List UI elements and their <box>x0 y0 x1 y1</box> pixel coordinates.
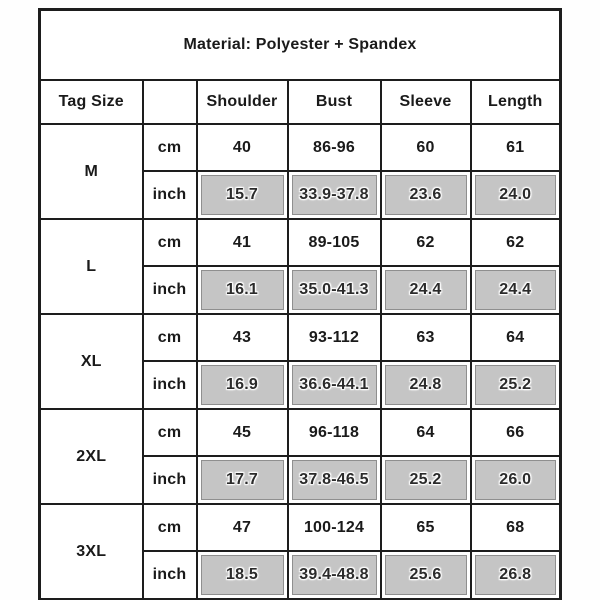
cell-xl-sleeve-inch: 24.8 <box>379 360 472 410</box>
unit-label-cm: cm <box>141 123 198 172</box>
material-row: Material: Polyester + Spandex <box>38 8 562 81</box>
cell-l-sleeve-inch: 24.4 <box>379 265 472 315</box>
col-header-unit <box>141 79 198 125</box>
shaded-value: 26.8 <box>474 555 557 595</box>
cell-l-bust-inch: 35.0-41.3 <box>286 265 382 315</box>
size-label-2xl: 2XL <box>38 408 144 505</box>
size-label-l: L <box>38 218 144 315</box>
cell-m-sleeve-inch: 23.6 <box>379 170 472 220</box>
shaded-value: 24.0 <box>474 175 557 215</box>
cell-3xl-bust-cm: 100-124 <box>286 503 382 552</box>
shaded-value: 18.5 <box>200 555 284 595</box>
cell-m-sleeve-cm: 60 <box>379 123 472 172</box>
shaded-value: 16.9 <box>200 365 284 405</box>
cell-3xl-sleeve-cm: 65 <box>379 503 472 552</box>
cell-l-shoulder-cm: 41 <box>195 218 289 267</box>
size-label-m: M <box>38 123 144 220</box>
size-chart-table: Material: Polyester + Spandex Tag Size S… <box>38 8 563 600</box>
cell-2xl-sleeve-inch: 25.2 <box>379 455 472 505</box>
table-row-3xl-cm: 3XL cm 47 100-124 65 68 <box>38 503 562 600</box>
unit-label-cm: cm <box>141 503 198 552</box>
cell-2xl-sleeve-cm: 64 <box>379 408 472 457</box>
cell-3xl-shoulder-inch: 18.5 <box>195 550 289 600</box>
cell-2xl-length-cm: 66 <box>469 408 562 457</box>
shaded-value: 35.0-41.3 <box>291 270 377 310</box>
cell-2xl-bust-inch: 37.8-46.5 <box>286 455 382 505</box>
cell-xl-shoulder-inch: 16.9 <box>195 360 289 410</box>
unit-label-inch: inch <box>141 455 198 505</box>
cell-3xl-sleeve-inch: 25.6 <box>379 550 472 600</box>
cell-xl-bust-inch: 36.6-44.1 <box>286 360 382 410</box>
shaded-value: 15.7 <box>200 175 284 215</box>
cell-l-length-cm: 62 <box>469 218 562 267</box>
table-row-2xl-cm: 2XL cm 45 96-118 64 66 <box>38 408 562 505</box>
cell-3xl-shoulder-cm: 47 <box>195 503 289 552</box>
shaded-value: 26.0 <box>474 460 557 500</box>
cell-l-sleeve-cm: 62 <box>379 218 472 267</box>
cell-3xl-length-inch: 26.8 <box>469 550 562 600</box>
table-row-xl-cm: XL cm 43 93-112 63 64 <box>38 313 562 410</box>
shaded-value: 23.6 <box>384 175 467 215</box>
table-row-l-cm: L cm 41 89-105 62 62 <box>38 218 562 315</box>
col-header-shoulder: Shoulder <box>195 79 289 125</box>
col-header-tag-size: Tag Size <box>38 79 144 125</box>
table-row-xl-inch: inch 16.9 36.6-44.1 24.8 25.2 <box>40 360 562 410</box>
unit-label-inch: inch <box>141 265 198 315</box>
unit-label-inch: inch <box>141 360 198 410</box>
cell-2xl-bust-cm: 96-118 <box>286 408 382 457</box>
shaded-value: 37.8-46.5 <box>291 460 377 500</box>
col-header-sleeve: Sleeve <box>379 79 472 125</box>
table-row-2xl-inch: inch 17.7 37.8-46.5 25.2 26.0 <box>40 455 562 505</box>
cell-m-length-cm: 61 <box>469 123 562 172</box>
unit-label-cm: cm <box>141 408 198 457</box>
material-header: Material: Polyester + Spandex <box>38 8 562 81</box>
unit-label-inch: inch <box>141 170 198 220</box>
table-row-m-inch: inch 15.7 33.9-37.8 23.6 24.0 <box>40 170 562 220</box>
shaded-value: 24.4 <box>384 270 467 310</box>
cell-m-bust-inch: 33.9-37.8 <box>286 170 382 220</box>
cell-3xl-bust-inch: 39.4-48.8 <box>286 550 382 600</box>
column-header-row: Tag Size Shoulder Bust Sleeve Length <box>38 79 562 125</box>
cell-m-length-inch: 24.0 <box>469 170 562 220</box>
cell-m-bust-cm: 86-96 <box>286 123 382 172</box>
cell-xl-sleeve-cm: 63 <box>379 313 472 362</box>
size-label-xl: XL <box>38 313 144 410</box>
cell-l-shoulder-inch: 16.1 <box>195 265 289 315</box>
cell-xl-length-cm: 64 <box>469 313 562 362</box>
size-label-3xl: 3XL <box>38 503 144 600</box>
col-header-bust: Bust <box>286 79 382 125</box>
cell-3xl-length-cm: 68 <box>469 503 562 552</box>
table-row-l-inch: inch 16.1 35.0-41.3 24.4 24.4 <box>40 265 562 315</box>
cell-xl-bust-cm: 93-112 <box>286 313 382 362</box>
shaded-value: 25.2 <box>474 365 557 405</box>
unit-label-inch: inch <box>141 550 198 600</box>
cell-2xl-shoulder-inch: 17.7 <box>195 455 289 505</box>
cell-2xl-length-inch: 26.0 <box>469 455 562 505</box>
table-row-3xl-inch: inch 18.5 39.4-48.8 25.6 26.8 <box>40 550 562 600</box>
unit-label-cm: cm <box>141 313 198 362</box>
shaded-value: 39.4-48.8 <box>291 555 377 595</box>
cell-xl-length-inch: 25.2 <box>469 360 562 410</box>
shaded-value: 24.4 <box>474 270 557 310</box>
shaded-value: 24.8 <box>384 365 467 405</box>
shaded-value: 36.6-44.1 <box>291 365 377 405</box>
cell-m-shoulder-inch: 15.7 <box>195 170 289 220</box>
cell-xl-shoulder-cm: 43 <box>195 313 289 362</box>
cell-l-bust-cm: 89-105 <box>286 218 382 267</box>
shaded-value: 25.2 <box>384 460 467 500</box>
shaded-value: 33.9-37.8 <box>291 175 377 215</box>
col-header-length: Length <box>469 79 562 125</box>
cell-l-length-inch: 24.4 <box>469 265 562 315</box>
shaded-value: 17.7 <box>200 460 284 500</box>
unit-label-cm: cm <box>141 218 198 267</box>
shaded-value: 16.1 <box>200 270 284 310</box>
cell-2xl-shoulder-cm: 45 <box>195 408 289 457</box>
cell-m-shoulder-cm: 40 <box>195 123 289 172</box>
shaded-value: 25.6 <box>384 555 467 595</box>
table-row-m-cm: M cm 40 86-96 60 61 <box>38 123 562 220</box>
